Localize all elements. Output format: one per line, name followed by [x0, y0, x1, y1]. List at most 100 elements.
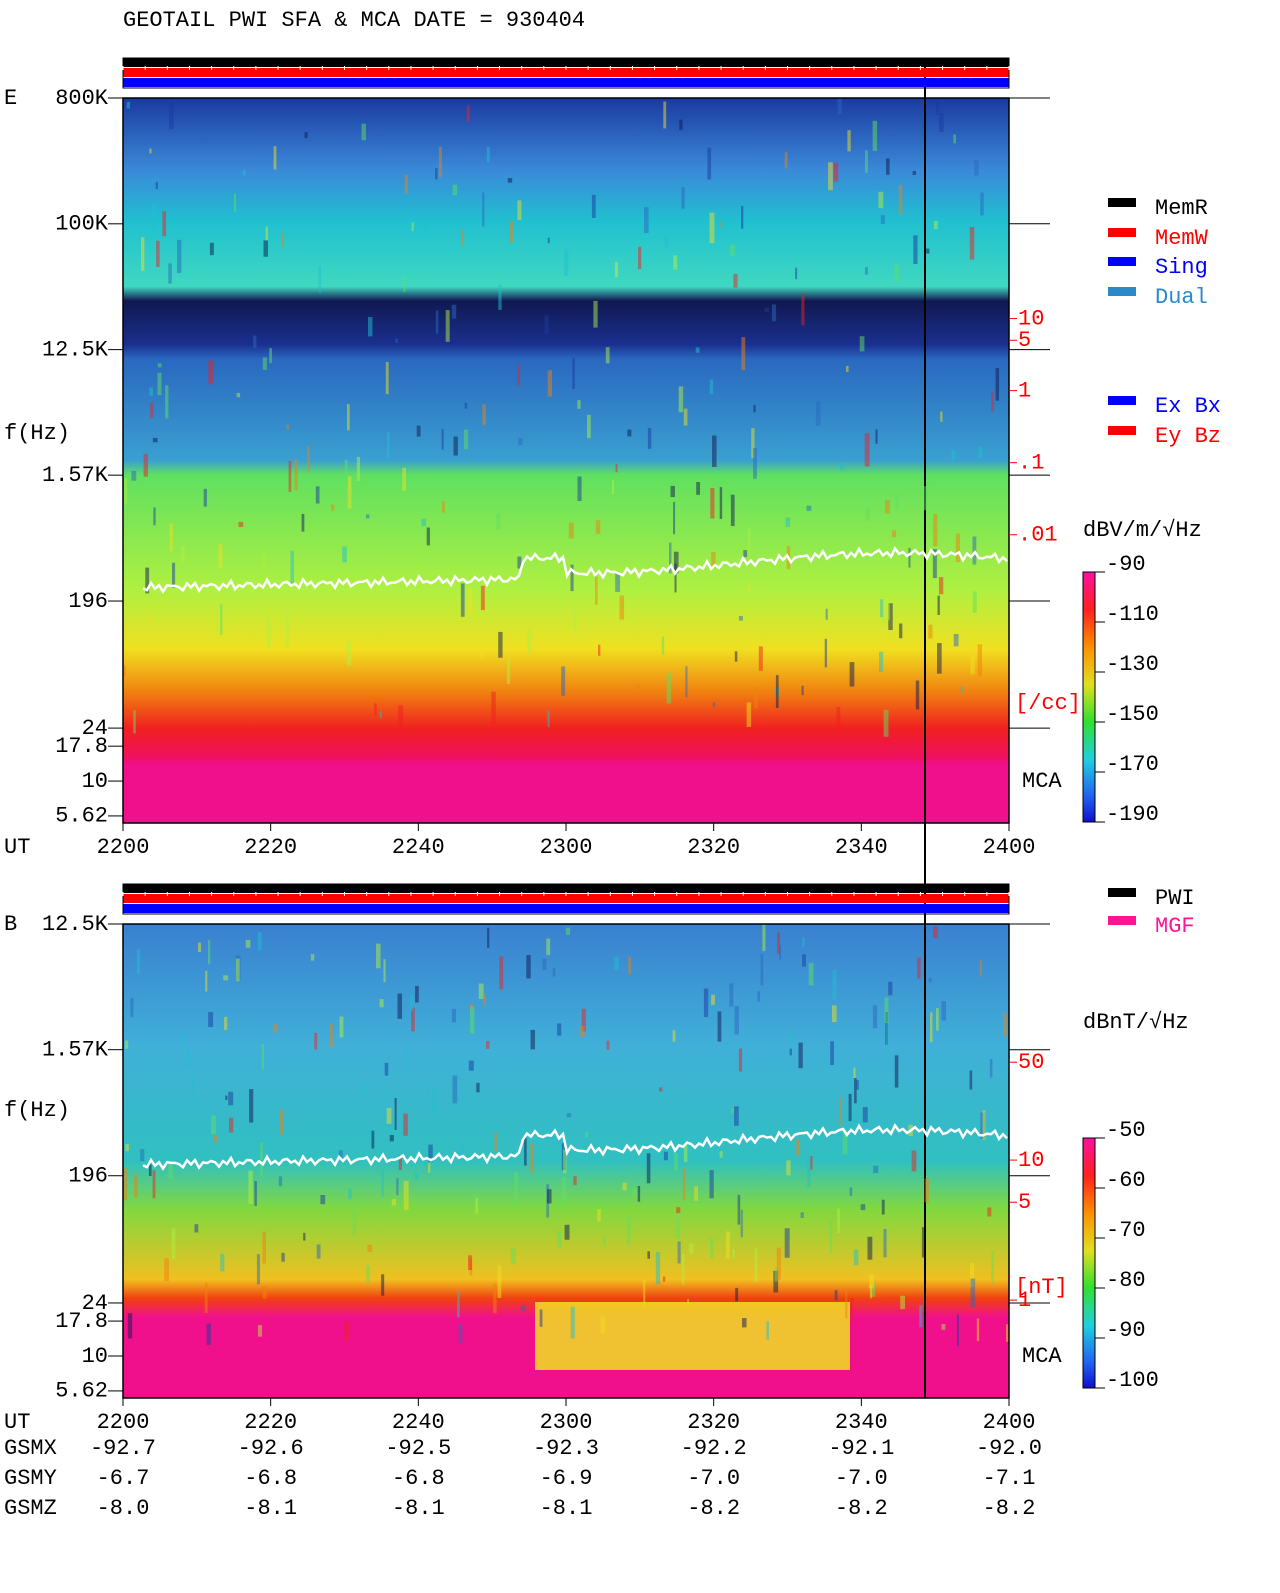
- spectral-texture: [611, 479, 615, 495]
- x-tick-label: 2220: [244, 1410, 297, 1435]
- spectral-texture: [748, 528, 751, 553]
- spectral-texture: [301, 513, 305, 532]
- legend-swatch: [1108, 257, 1136, 266]
- spectral-texture: [824, 638, 828, 668]
- spectral-texture: [802, 937, 805, 947]
- spectral-texture: [253, 335, 257, 348]
- spectral-texture: [483, 993, 486, 1006]
- spectral-texture: [171, 1228, 176, 1260]
- spectral-texture: [873, 1165, 879, 1174]
- spectral-texture: [741, 337, 746, 371]
- spectral-texture: [689, 1243, 694, 1255]
- spectral-texture: [391, 1199, 397, 1206]
- spectral-texture: [936, 1008, 939, 1031]
- spectral-texture: [853, 1067, 856, 1079]
- spectral-texture: [564, 1224, 570, 1240]
- spectral-texture: [734, 1106, 739, 1126]
- spectral-texture: [208, 1012, 214, 1028]
- spectral-texture: [213, 1135, 218, 1143]
- spectral-texture: [605, 347, 610, 364]
- spectral-texture: [496, 513, 501, 530]
- spectral-texture: [883, 709, 889, 737]
- orbit-label: GSMZ: [4, 1496, 57, 1521]
- spectral-texture: [124, 478, 128, 505]
- orbit-label: GSMX: [4, 1436, 57, 1461]
- spectral-texture: [273, 146, 277, 170]
- spectral-texture: [460, 583, 465, 617]
- spectral-texture: [460, 1146, 464, 1161]
- spectral-texture: [615, 464, 618, 473]
- spectral-texture: [169, 99, 174, 130]
- legend-swatch: [1108, 287, 1136, 296]
- spectral-texture: [696, 482, 700, 495]
- spectral-texture: [726, 1231, 730, 1259]
- spectral-texture: [209, 242, 214, 256]
- mca-label: MCA: [1022, 769, 1062, 794]
- spectral-texture: [461, 228, 464, 246]
- spectral-texture: [509, 221, 514, 243]
- spectral-texture: [257, 1325, 263, 1337]
- spectral-texture: [764, 307, 770, 313]
- spectral-texture: [762, 924, 766, 952]
- spectral-texture: [233, 193, 237, 212]
- spectral-texture: [666, 673, 672, 704]
- orbit-value: -92.1: [828, 1436, 894, 1461]
- legend-label: Ey Bz: [1155, 424, 1221, 449]
- spectral-texture: [573, 1176, 577, 1186]
- colorbar-label: dBnT/√Hz: [1083, 1010, 1189, 1035]
- x-tick-label: 2300: [540, 835, 593, 860]
- spectral-texture: [466, 105, 470, 123]
- spectral-texture: [644, 207, 649, 233]
- y-tick-label: 800K: [55, 86, 109, 111]
- spectral-texture: [837, 98, 842, 115]
- spectral-texture: [491, 691, 496, 725]
- colorbar-tick-label: -90: [1106, 1318, 1146, 1343]
- spectral-texture: [411, 222, 414, 232]
- spectral-texture: [806, 505, 812, 511]
- spectral-texture: [526, 955, 531, 979]
- legend-swatch: [1108, 426, 1136, 435]
- spectral-texture: [777, 932, 780, 955]
- spectral-texture: [141, 237, 145, 271]
- spectral-texture: [628, 956, 631, 975]
- spectral-texture: [568, 522, 574, 539]
- spectral-texture: [709, 379, 714, 394]
- spectral-texture: [888, 981, 893, 996]
- spectral-texture: [663, 101, 667, 129]
- spectral-texture: [468, 1255, 473, 1271]
- spectral-texture: [480, 585, 485, 611]
- spectral-texture: [933, 221, 938, 230]
- status-bar: [123, 894, 1009, 903]
- spectral-texture: [991, 391, 995, 412]
- spectral-texture: [470, 1003, 474, 1010]
- spectral-texture: [614, 956, 619, 970]
- spectral-texture: [339, 1016, 344, 1038]
- spectral-texture: [808, 963, 814, 986]
- spectral-texture: [879, 651, 884, 673]
- spectral-texture: [597, 1209, 601, 1222]
- status-bar: [123, 58, 1009, 67]
- spectral-texture: [798, 1042, 803, 1069]
- y2-tick-label: 1: [1018, 1288, 1031, 1313]
- spectral-texture: [860, 1204, 866, 1211]
- spectral-texture: [619, 595, 625, 620]
- spectral-texture: [940, 411, 943, 422]
- spectral-texture: [497, 1265, 502, 1299]
- spectral-texture: [130, 997, 134, 1018]
- spectral-texture: [520, 1305, 526, 1312]
- spectral-texture: [366, 1265, 371, 1283]
- spectral-texture: [774, 1266, 778, 1282]
- spectral-texture: [486, 147, 490, 163]
- spectral-texture: [730, 494, 735, 527]
- spectral-texture: [758, 646, 763, 671]
- spectral-texture: [557, 1230, 562, 1248]
- spectral-texture: [932, 549, 937, 579]
- status-frame: [122, 883, 1010, 915]
- y-tick-label: 24: [82, 716, 108, 741]
- spectral-texture: [969, 1070, 973, 1090]
- spectral-texture: [801, 294, 805, 326]
- spectral-texture: [366, 514, 370, 519]
- spectral-texture: [729, 983, 734, 1007]
- spectral-texture: [169, 523, 173, 552]
- spectral-texture: [182, 1031, 186, 1049]
